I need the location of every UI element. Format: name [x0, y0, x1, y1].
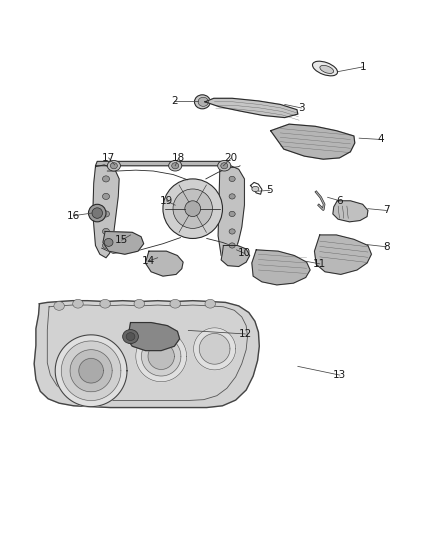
- Polygon shape: [252, 250, 310, 285]
- Text: 11: 11: [313, 259, 326, 269]
- Text: 5: 5: [266, 185, 273, 195]
- Polygon shape: [55, 335, 127, 407]
- Polygon shape: [148, 343, 174, 369]
- Text: 6: 6: [336, 196, 343, 206]
- Ellipse shape: [229, 176, 235, 182]
- Polygon shape: [103, 231, 144, 254]
- Polygon shape: [70, 350, 112, 392]
- Text: 15: 15: [115, 235, 128, 245]
- Ellipse shape: [169, 160, 182, 171]
- Text: 18: 18: [172, 153, 185, 163]
- Text: 16: 16: [67, 211, 80, 221]
- Ellipse shape: [102, 211, 110, 217]
- Ellipse shape: [102, 243, 110, 248]
- Ellipse shape: [172, 163, 179, 169]
- Text: 10: 10: [238, 248, 251, 259]
- Polygon shape: [95, 161, 227, 166]
- Ellipse shape: [252, 187, 259, 191]
- Ellipse shape: [229, 194, 235, 199]
- Ellipse shape: [198, 97, 208, 107]
- Ellipse shape: [88, 204, 106, 222]
- Text: 2: 2: [171, 96, 178, 106]
- Polygon shape: [218, 165, 244, 259]
- Polygon shape: [136, 331, 187, 382]
- Ellipse shape: [229, 243, 235, 248]
- Polygon shape: [333, 201, 368, 222]
- Polygon shape: [61, 341, 121, 400]
- Polygon shape: [141, 336, 181, 376]
- Ellipse shape: [170, 300, 180, 308]
- Text: 1: 1: [360, 62, 367, 72]
- Polygon shape: [205, 98, 298, 118]
- Ellipse shape: [221, 163, 228, 169]
- Polygon shape: [34, 301, 259, 408]
- Ellipse shape: [102, 176, 110, 182]
- Polygon shape: [79, 359, 103, 383]
- Ellipse shape: [218, 160, 231, 171]
- Ellipse shape: [110, 163, 117, 169]
- Ellipse shape: [54, 302, 64, 310]
- Text: 19: 19: [160, 196, 173, 206]
- Ellipse shape: [123, 329, 138, 344]
- Ellipse shape: [126, 333, 135, 341]
- Polygon shape: [145, 251, 183, 276]
- Ellipse shape: [229, 211, 235, 216]
- Ellipse shape: [73, 300, 83, 308]
- Ellipse shape: [100, 300, 110, 308]
- Polygon shape: [314, 235, 371, 274]
- Polygon shape: [221, 246, 250, 266]
- Ellipse shape: [102, 229, 110, 235]
- Polygon shape: [199, 334, 230, 364]
- Ellipse shape: [185, 201, 201, 216]
- Polygon shape: [194, 328, 236, 370]
- Text: 13: 13: [333, 370, 346, 380]
- Polygon shape: [127, 322, 180, 351]
- Text: 17: 17: [102, 153, 115, 163]
- Ellipse shape: [102, 193, 110, 199]
- Text: 12: 12: [239, 329, 252, 339]
- Ellipse shape: [205, 300, 215, 308]
- Text: 8: 8: [383, 242, 390, 252]
- Ellipse shape: [107, 160, 120, 171]
- Ellipse shape: [163, 179, 223, 238]
- Text: 4: 4: [378, 134, 385, 144]
- Ellipse shape: [194, 95, 210, 109]
- Ellipse shape: [134, 300, 145, 308]
- Ellipse shape: [312, 61, 338, 76]
- Ellipse shape: [92, 208, 102, 219]
- Ellipse shape: [173, 189, 212, 229]
- Ellipse shape: [320, 66, 334, 74]
- Text: 3: 3: [298, 103, 305, 113]
- Polygon shape: [271, 124, 355, 159]
- Polygon shape: [93, 165, 119, 258]
- Ellipse shape: [104, 238, 113, 246]
- Ellipse shape: [229, 229, 235, 234]
- Text: 7: 7: [383, 205, 390, 215]
- Text: 14: 14: [141, 256, 155, 266]
- Text: 20: 20: [225, 153, 238, 163]
